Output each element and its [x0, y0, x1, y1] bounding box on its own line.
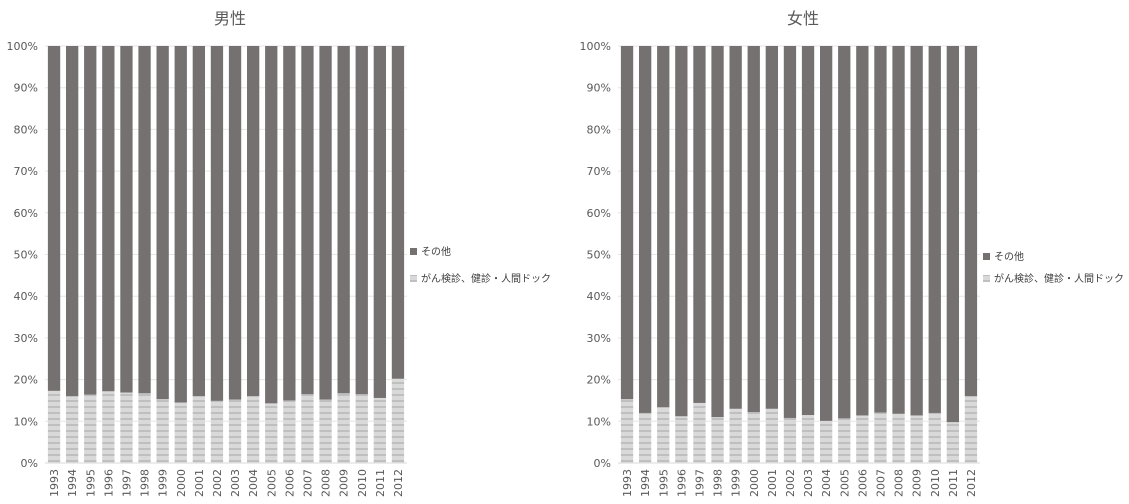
x-tick-label: 2005 [265, 469, 278, 497]
x-tick-label: 2001 [193, 469, 206, 497]
bar-segment [192, 46, 206, 397]
x-tick-label: 2011 [374, 469, 387, 497]
bar-segment [138, 393, 151, 463]
bar-segment [228, 399, 242, 463]
bar-segment [174, 46, 187, 403]
x-tick-label: 1994 [66, 469, 79, 497]
bar-segment [391, 378, 405, 463]
x-tick-label: 2004 [247, 469, 260, 497]
bar-segment [156, 399, 169, 463]
bar-segment [47, 390, 61, 463]
x-tick-label: 1996 [102, 469, 115, 497]
bar-segment [228, 46, 242, 400]
y-tick-label: 70% [14, 165, 38, 178]
legend-label: がん検診、健診・人間ドック [421, 272, 551, 285]
x-tick-label: 1998 [139, 469, 152, 497]
bar-segment [102, 46, 115, 392]
x-tick-label: 1999 [157, 469, 170, 497]
bar-segment [283, 46, 296, 401]
bar-segment [337, 46, 350, 394]
y-tick-label: 60% [14, 207, 38, 220]
x-tick-label: 1997 [120, 469, 133, 497]
y-tick-label: 0% [21, 457, 38, 470]
bar-segment [355, 394, 368, 463]
bar-segment [65, 396, 79, 463]
bar-segment [210, 46, 224, 401]
bar-segment [65, 46, 79, 397]
bar-segment [265, 403, 278, 463]
legend-label: その他 [421, 245, 451, 258]
bar-segment [174, 402, 187, 463]
y-tick-label: 20% [14, 374, 38, 387]
y-tick-label: 80% [14, 123, 38, 136]
bar-segment [102, 391, 115, 463]
y-tick-label: 10% [14, 415, 38, 428]
x-tick-label: 2006 [283, 469, 296, 497]
y-tick-label: 50% [14, 249, 38, 262]
bar-segment [246, 46, 260, 397]
y-tick-label: 30% [14, 332, 38, 345]
bar-segment [319, 399, 332, 463]
bar-segment [373, 397, 387, 463]
x-tick-label: 1993 [48, 469, 61, 497]
x-tick-label: 2003 [229, 469, 242, 497]
bar-segment [265, 46, 278, 404]
x-tick-label: 2008 [320, 469, 333, 497]
bar-segment [210, 400, 224, 463]
y-tick-label: 40% [14, 290, 38, 303]
bar-segment [47, 46, 61, 391]
bar-segment [301, 394, 314, 463]
bar-segment [156, 46, 169, 400]
bar-segment [84, 46, 97, 395]
legend-swatch [410, 275, 417, 282]
bar-segment [192, 396, 206, 463]
legend-swatch [410, 248, 417, 255]
bar-segment [120, 392, 133, 463]
bar-segment [391, 46, 405, 379]
bar-segment [138, 46, 151, 394]
bar-segment [319, 46, 332, 400]
x-tick-label: 2012 [392, 469, 405, 497]
x-tick-label: 2010 [356, 469, 369, 497]
x-tick-label: 2000 [175, 469, 188, 497]
bar-segment [283, 400, 296, 463]
bar-segment [373, 46, 387, 398]
bar-segment [337, 393, 350, 463]
x-tick-label: 2007 [301, 469, 314, 497]
bar-segment [246, 396, 260, 463]
bar-segment [84, 394, 97, 463]
chart-title: 男性 [214, 9, 246, 28]
y-tick-label: 90% [14, 82, 38, 95]
x-tick-label: 2009 [338, 469, 351, 497]
x-tick-label: 1995 [84, 469, 97, 497]
y-tick-label: 100% [7, 40, 38, 53]
bar-segment [120, 46, 133, 393]
bar-segment [355, 46, 368, 395]
x-tick-label: 2002 [211, 469, 224, 497]
bar-segment [301, 46, 314, 395]
